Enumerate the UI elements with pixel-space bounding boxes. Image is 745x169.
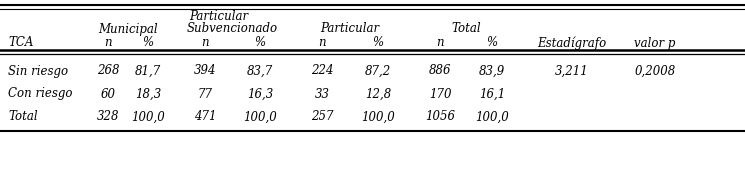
Text: %: % (142, 37, 153, 50)
Text: Sin riesgo: Sin riesgo (8, 65, 68, 78)
Text: Total: Total (451, 22, 481, 35)
Text: %: % (486, 37, 498, 50)
Text: 1056: 1056 (425, 111, 455, 124)
Text: 100,0: 100,0 (243, 111, 277, 124)
Text: 33: 33 (314, 88, 329, 101)
Text: Particular: Particular (189, 9, 249, 22)
Text: 170: 170 (429, 88, 451, 101)
Text: n: n (436, 37, 444, 50)
Text: %: % (255, 37, 265, 50)
Text: n: n (104, 37, 112, 50)
Text: 224: 224 (311, 65, 333, 78)
Text: 16,3: 16,3 (247, 88, 273, 101)
Text: 0,2008: 0,2008 (635, 65, 676, 78)
Text: 471: 471 (194, 111, 216, 124)
Text: 3,211: 3,211 (555, 65, 589, 78)
Text: 83,7: 83,7 (247, 65, 273, 78)
Text: 886: 886 (429, 65, 451, 78)
Text: 394: 394 (194, 65, 216, 78)
Text: 60: 60 (101, 88, 115, 101)
Text: Estadígrafo: Estadígrafo (537, 36, 606, 50)
Text: Municipal: Municipal (98, 22, 158, 35)
Text: 83,9: 83,9 (479, 65, 505, 78)
Text: Subvencionado: Subvencionado (187, 22, 278, 35)
Text: 100,0: 100,0 (131, 111, 165, 124)
Text: 16,1: 16,1 (479, 88, 505, 101)
Text: n: n (318, 37, 326, 50)
Text: 81,7: 81,7 (135, 65, 161, 78)
Text: 18,3: 18,3 (135, 88, 161, 101)
Text: 87,2: 87,2 (365, 65, 391, 78)
Text: valor p: valor p (634, 37, 676, 50)
Text: n: n (201, 37, 209, 50)
Text: Particular: Particular (320, 22, 379, 35)
Text: 328: 328 (97, 111, 119, 124)
Text: 100,0: 100,0 (361, 111, 395, 124)
Text: 100,0: 100,0 (475, 111, 509, 124)
Text: 268: 268 (97, 65, 119, 78)
Text: 77: 77 (197, 88, 212, 101)
Text: 257: 257 (311, 111, 333, 124)
Text: Total: Total (8, 111, 38, 124)
Text: TCA: TCA (8, 37, 34, 50)
Text: %: % (372, 37, 384, 50)
Text: Con riesgo: Con riesgo (8, 88, 72, 101)
Text: 12,8: 12,8 (365, 88, 391, 101)
